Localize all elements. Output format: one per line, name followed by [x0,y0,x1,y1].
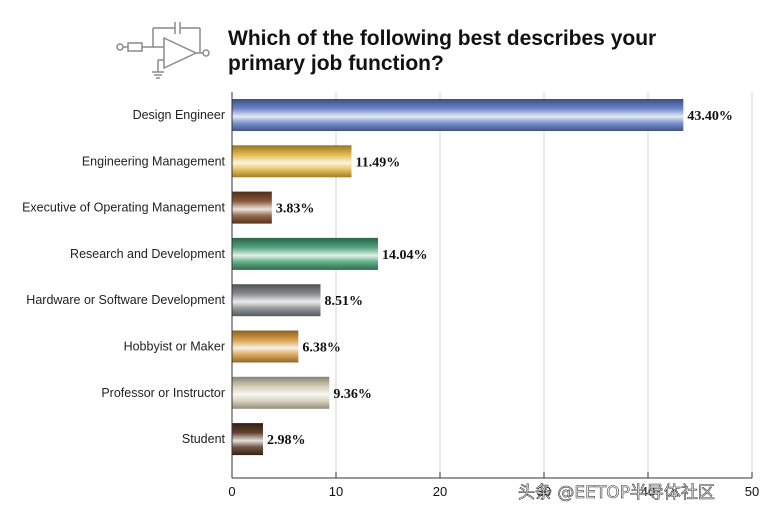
value-label: 6.38% [302,341,341,356]
x-tick-label: 30 [537,484,551,499]
category-label: Hardware or Software Development [26,293,225,307]
category-label: Engineering Management [82,154,226,168]
bar [232,423,263,456]
bar [232,99,684,131]
category-label: Research and Development [70,247,225,261]
watermark: 头条 @EETOP半导体社区 [518,483,715,503]
category-label: Professor or Instructor [101,386,225,400]
category-label: Executive of Operating Management [22,201,225,215]
value-label: 8.51% [325,294,364,309]
bar [232,237,379,270]
value-label: 3.83% [276,202,315,217]
category-label: Student [182,432,226,446]
category-label: Design Engineer [133,108,225,122]
x-tick-label: 20 [433,484,447,499]
value-label: 11.49% [355,155,400,170]
bar [232,145,352,178]
bar [232,191,272,224]
op-amp-circuit-icon [116,22,210,79]
category-label: Hobbyist or Maker [124,340,225,354]
bar [232,330,299,363]
value-label: 14.04% [382,248,428,263]
chart-title-line-2: primary job function? [228,52,444,75]
bar [232,284,321,317]
chart-title-line-1: Which of the following best describes yo… [228,27,656,50]
x-tick-label: 0 [228,484,235,499]
value-label: 2.98% [267,433,306,448]
bar [232,376,330,409]
value-label: 9.36% [333,387,372,402]
x-tick-label: 40 [641,484,655,499]
value-label: 43.40% [687,109,733,124]
x-tick-label: 50 [745,484,759,499]
x-tick-label: 10 [329,484,343,499]
